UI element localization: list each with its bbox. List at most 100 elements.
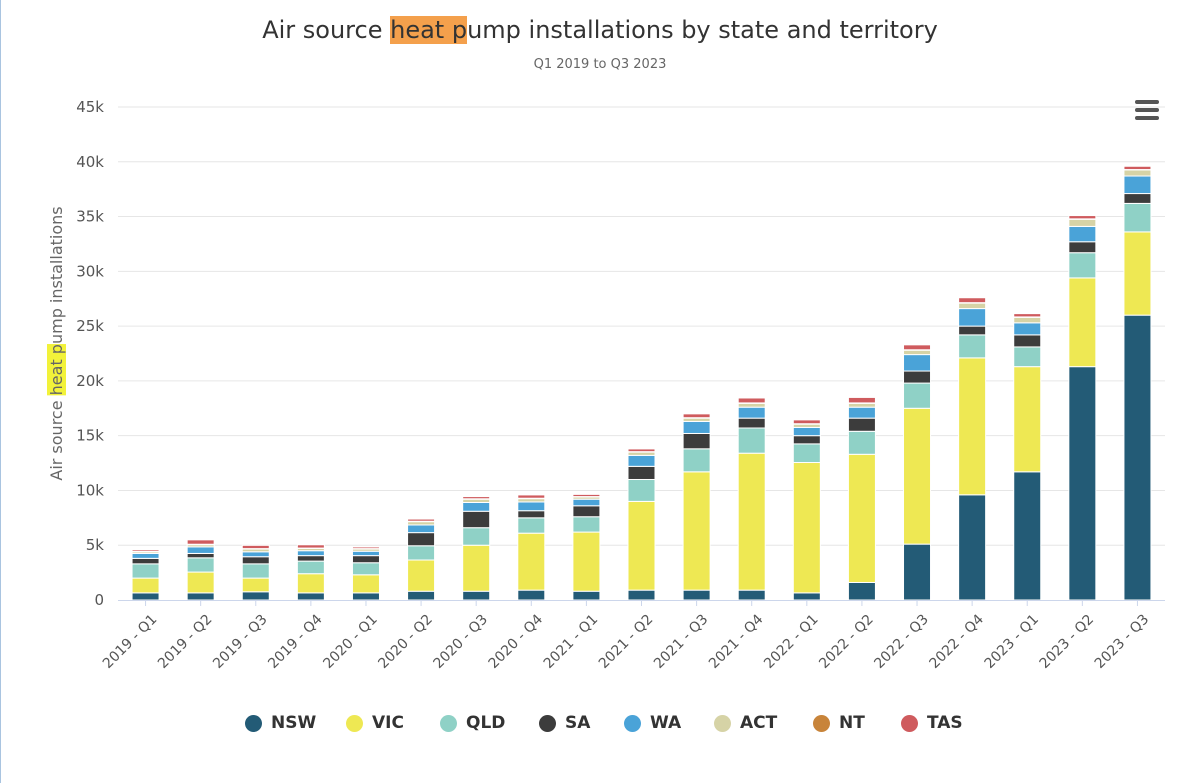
bar-tas[interactable] xyxy=(903,344,932,351)
bar-qld[interactable] xyxy=(186,557,215,573)
bar-nsw[interactable] xyxy=(241,591,270,601)
bar-nsw[interactable] xyxy=(131,592,160,601)
legend-item-nt[interactable]: NT xyxy=(813,709,865,737)
bar-qld[interactable] xyxy=(847,430,876,455)
bar-nsw[interactable] xyxy=(407,590,436,601)
bar-tas[interactable] xyxy=(296,544,325,549)
bar-nsw[interactable] xyxy=(351,592,380,601)
bar-tas[interactable] xyxy=(682,413,711,419)
legend-item-vic[interactable]: VIC xyxy=(346,709,404,737)
bar-tas[interactable] xyxy=(407,518,436,522)
bar-vic[interactable] xyxy=(241,577,270,593)
bar-qld[interactable] xyxy=(407,545,436,561)
bar-vic[interactable] xyxy=(131,577,160,594)
bar-sa[interactable] xyxy=(903,370,932,384)
bar-nsw[interactable] xyxy=(737,589,766,601)
bar-sa[interactable] xyxy=(792,435,821,445)
bar-nsw[interactable] xyxy=(186,592,215,601)
bar-vic[interactable] xyxy=(572,531,601,592)
bar-qld[interactable] xyxy=(958,334,987,359)
bar-sa[interactable] xyxy=(351,555,380,564)
legend-item-tas[interactable]: TAS xyxy=(901,709,963,737)
bar-wa[interactable] xyxy=(1013,322,1042,336)
bar-qld[interactable] xyxy=(792,443,821,464)
bar-wa[interactable] xyxy=(847,406,876,419)
bar-nsw[interactable] xyxy=(462,590,491,601)
bar-tas[interactable] xyxy=(737,397,766,404)
bar-qld[interactable] xyxy=(462,527,491,546)
bar-wa[interactable] xyxy=(351,550,380,557)
bar-qld[interactable] xyxy=(296,560,325,575)
bar-wa[interactable] xyxy=(241,551,270,558)
bar-wa[interactable] xyxy=(627,454,656,467)
bar-tas[interactable] xyxy=(517,494,546,499)
bar-wa[interactable] xyxy=(407,524,436,534)
legend-item-nsw[interactable]: NSW xyxy=(245,709,316,737)
bar-tas[interactable] xyxy=(131,549,160,552)
bar-nsw[interactable] xyxy=(958,494,987,601)
bar-sa[interactable] xyxy=(241,556,270,565)
bar-wa[interactable] xyxy=(903,354,932,372)
bar-qld[interactable] xyxy=(1068,252,1097,279)
bar-wa[interactable] xyxy=(296,550,325,557)
bar-sa[interactable] xyxy=(627,465,656,480)
bar-tas[interactable] xyxy=(1013,313,1042,318)
bar-vic[interactable] xyxy=(296,573,325,594)
bar-nsw[interactable] xyxy=(682,589,711,601)
bar-act[interactable] xyxy=(903,349,932,356)
bar-act[interactable] xyxy=(958,302,987,310)
bar-qld[interactable] xyxy=(1013,346,1042,368)
bar-vic[interactable] xyxy=(958,357,987,496)
bar-qld[interactable] xyxy=(737,427,766,454)
bar-vic[interactable] xyxy=(903,407,932,545)
bar-wa[interactable] xyxy=(462,501,491,512)
bar-sa[interactable] xyxy=(517,510,546,519)
bar-nsw[interactable] xyxy=(1013,471,1042,601)
bar-vic[interactable] xyxy=(1068,277,1097,368)
legend-item-qld[interactable]: QLD xyxy=(440,709,505,737)
bar-vic[interactable] xyxy=(1123,231,1152,316)
bar-qld[interactable] xyxy=(627,478,656,502)
bar-sa[interactable] xyxy=(847,417,876,432)
bar-sa[interactable] xyxy=(1123,193,1152,204)
bar-sa[interactable] xyxy=(186,552,215,559)
bar-wa[interactable] xyxy=(131,552,160,559)
bar-nsw[interactable] xyxy=(627,589,656,601)
bar-wa[interactable] xyxy=(792,426,821,437)
bar-sa[interactable] xyxy=(572,505,601,518)
bar-vic[interactable] xyxy=(462,544,491,592)
bar-tas[interactable] xyxy=(351,546,380,550)
bar-act[interactable] xyxy=(847,402,876,408)
bar-vic[interactable] xyxy=(407,559,436,592)
bar-nsw[interactable] xyxy=(517,589,546,601)
bar-sa[interactable] xyxy=(296,555,325,562)
chart-menu-button[interactable] xyxy=(1130,96,1164,124)
bar-wa[interactable] xyxy=(572,498,601,507)
bar-qld[interactable] xyxy=(241,563,270,579)
bar-qld[interactable] xyxy=(1123,202,1152,233)
bar-qld[interactable] xyxy=(682,448,711,473)
bar-vic[interactable] xyxy=(351,574,380,594)
bar-nsw[interactable] xyxy=(847,581,876,601)
bar-tas[interactable] xyxy=(792,419,821,425)
bar-nsw[interactable] xyxy=(1068,366,1097,601)
bar-sa[interactable] xyxy=(1068,241,1097,254)
bar-qld[interactable] xyxy=(572,516,601,533)
bar-act[interactable] xyxy=(1123,169,1152,177)
bar-sa[interactable] xyxy=(1013,334,1042,348)
legend-item-act[interactable]: ACT xyxy=(714,709,777,737)
bar-qld[interactable] xyxy=(131,563,160,579)
bar-wa[interactable] xyxy=(517,501,546,512)
bar-vic[interactable] xyxy=(682,471,711,591)
bar-vic[interactable] xyxy=(186,571,215,594)
bar-nsw[interactable] xyxy=(572,590,601,601)
bar-wa[interactable] xyxy=(682,420,711,434)
bar-tas[interactable] xyxy=(1068,215,1097,220)
bar-vic[interactable] xyxy=(627,500,656,591)
bar-nsw[interactable] xyxy=(1123,314,1152,601)
bar-act[interactable] xyxy=(737,402,766,408)
bar-tas[interactable] xyxy=(462,496,491,500)
bar-vic[interactable] xyxy=(737,452,766,591)
bar-vic[interactable] xyxy=(1013,366,1042,473)
bar-tas[interactable] xyxy=(1123,165,1152,171)
